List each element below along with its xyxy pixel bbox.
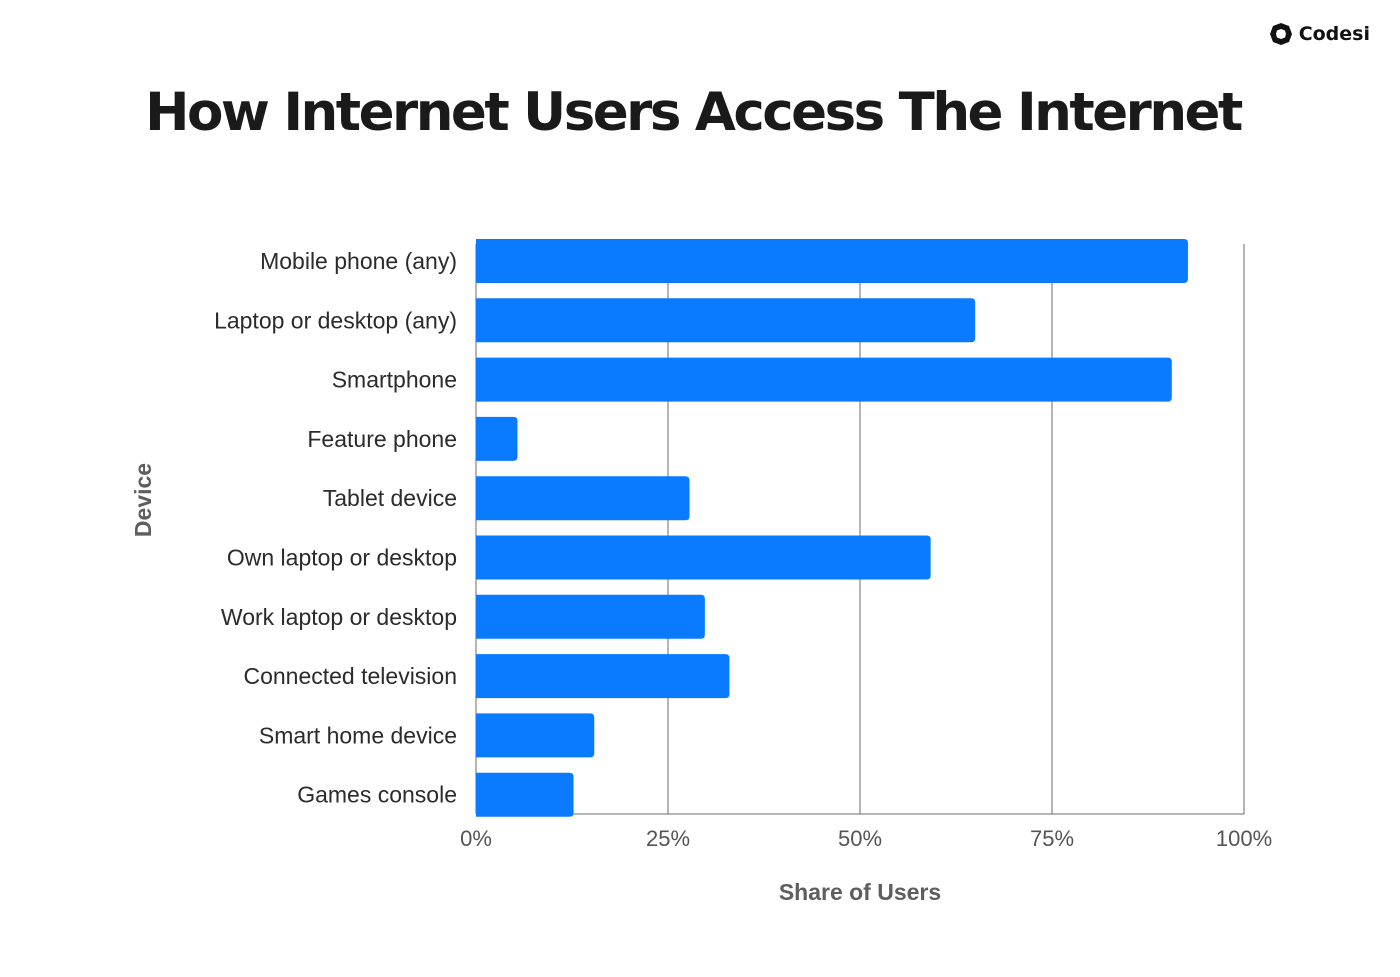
brand-logo: Codesi xyxy=(1269,22,1370,46)
category-label: Own laptop or desktop xyxy=(227,545,457,571)
x-tick-label: 75% xyxy=(1030,826,1074,851)
bar xyxy=(476,594,705,639)
category-label: Mobile phone (any) xyxy=(260,248,457,274)
category-label: Smartphone xyxy=(332,367,457,393)
codesi-logo-icon xyxy=(1269,23,1292,45)
category-label: Games console xyxy=(297,782,457,808)
category-label: Feature phone xyxy=(307,426,457,452)
category-label: Laptop or desktop (any) xyxy=(214,307,457,333)
category-label: Smart home device xyxy=(259,722,457,748)
x-tick-labels: 0% 25% 50% 75% 100% xyxy=(460,826,1272,851)
bar xyxy=(476,239,1188,283)
bar xyxy=(476,298,976,343)
bar xyxy=(476,713,595,758)
x-tick-label: 100% xyxy=(1216,826,1272,851)
x-axis-title: Share of Users xyxy=(779,879,941,905)
category-labels: Mobile phone (any) Laptop or desktop (any… xyxy=(214,248,457,808)
bar xyxy=(476,654,730,699)
category-label: Tablet device xyxy=(323,485,457,511)
y-axis-title: Device xyxy=(130,463,156,537)
bar xyxy=(476,535,931,580)
bar xyxy=(476,357,1172,402)
bar xyxy=(476,476,690,521)
x-tick-label: 0% xyxy=(460,826,492,851)
bar xyxy=(476,416,518,461)
category-label: Connected television xyxy=(243,663,457,689)
bars xyxy=(476,239,1188,817)
x-tick-label: 25% xyxy=(646,826,690,851)
chart-title: How Internet Users Access The Internet xyxy=(145,82,1243,143)
category-label: Work laptop or desktop xyxy=(221,604,457,630)
brand-name: Codesi xyxy=(1298,23,1370,45)
bar xyxy=(476,772,574,817)
x-tick-label: 50% xyxy=(838,826,882,851)
